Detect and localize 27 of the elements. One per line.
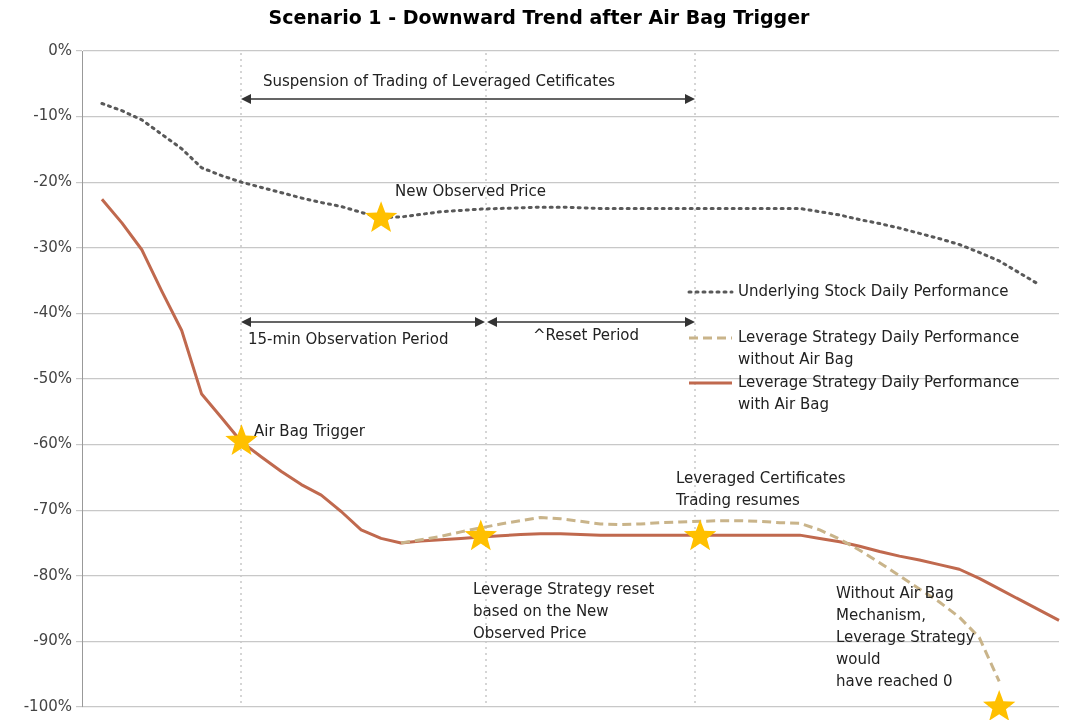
legend-label: Leverage Strategy Daily Performance with Air Bag xyxy=(738,372,1020,413)
y-tick-label: -40% xyxy=(33,303,72,322)
point xyxy=(464,519,497,551)
y-tick-label: -70% xyxy=(33,500,72,519)
point xyxy=(683,519,717,551)
annotation: New Observed Price xyxy=(395,181,547,200)
y-tick-label: -100% xyxy=(23,696,72,715)
legend-label: Underlying Stock Daily Performance xyxy=(738,281,1009,300)
y-tick-label: -90% xyxy=(33,631,72,650)
y-tick-label: 0% xyxy=(48,40,72,59)
annotation: Without Air Bag Mechanism, Leverage Strategy would have reached 0 xyxy=(836,583,975,690)
y-tick-label: -50% xyxy=(33,368,72,387)
y-tick-label: -30% xyxy=(33,237,72,256)
annotation: Air Bag Trigger xyxy=(254,421,366,440)
annotation: Suspension of Trading of Leveraged Cetificates xyxy=(263,71,616,90)
annotation: Leverage Strategy reset based on the New Observed Price xyxy=(473,579,655,642)
y-tick-label: -20% xyxy=(33,172,72,191)
annotation: 15-min Observation Period xyxy=(248,329,449,348)
annotation: Leveraged Certificates Trading resumes xyxy=(675,468,846,509)
point xyxy=(983,690,1016,720)
y-tick-label: -10% xyxy=(33,106,72,125)
y-tick-label: -60% xyxy=(33,434,72,453)
y-tick-label: -80% xyxy=(33,565,72,584)
point xyxy=(364,201,398,233)
chart-title: Scenario 1 - Downward Trend after Air Bag Trigger xyxy=(267,6,811,28)
annotation: ^Reset Period xyxy=(533,325,640,344)
legend-label: Leverage Strategy Daily Performance without Air Bag xyxy=(738,327,1020,368)
